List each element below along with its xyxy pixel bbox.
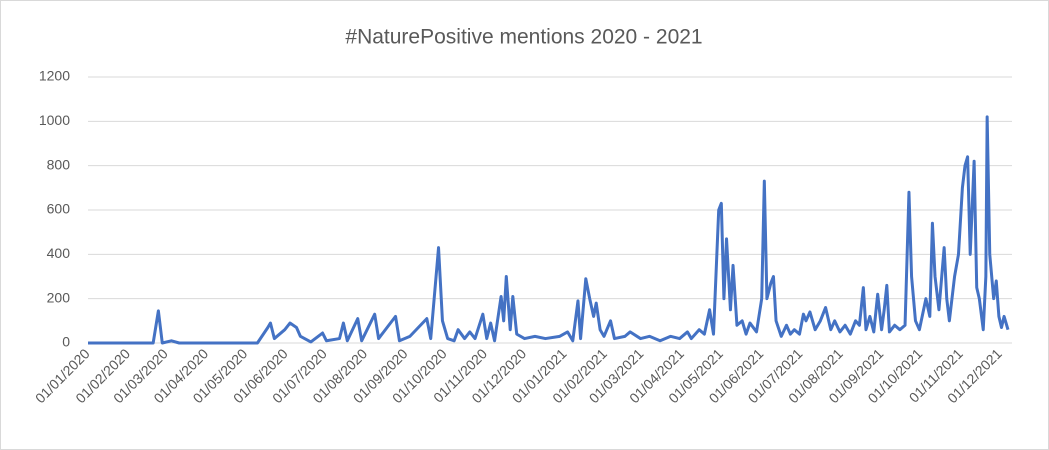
y-tick-label: 0 — [62, 334, 70, 350]
y-tick-label: 600 — [47, 201, 71, 217]
y-tick-label: 400 — [47, 245, 71, 261]
y-tick-label: 200 — [47, 289, 71, 305]
y-tick-label: 800 — [47, 156, 71, 172]
y-tick-label: 1200 — [39, 68, 70, 84]
chart-title: #NaturePositive mentions 2020 - 2021 — [345, 26, 702, 49]
data-line — [88, 115, 1010, 345]
y-tick-label: 1000 — [39, 112, 70, 128]
